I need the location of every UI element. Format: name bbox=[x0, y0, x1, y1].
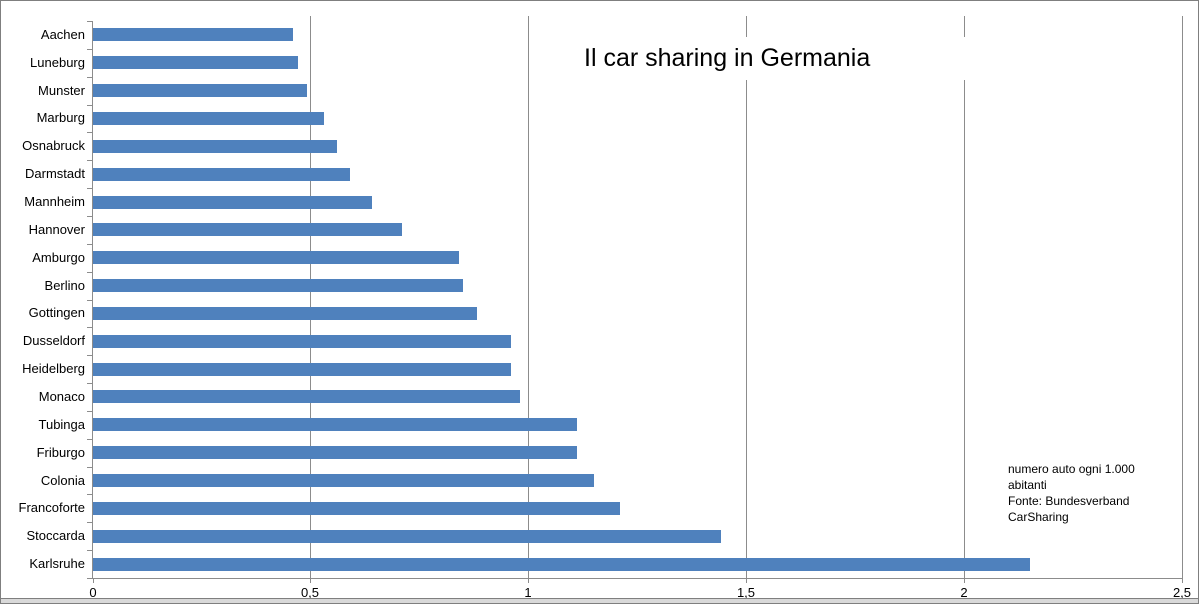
y-axis-tick bbox=[87, 467, 92, 468]
bar bbox=[93, 530, 721, 543]
x-axis-tick bbox=[310, 578, 311, 583]
gridline bbox=[746, 16, 747, 578]
gridline bbox=[964, 16, 965, 578]
bar bbox=[93, 279, 463, 292]
y-axis-tick bbox=[87, 578, 92, 579]
y-axis-tick bbox=[87, 132, 92, 133]
x-tick-label: 2,5 bbox=[1172, 585, 1192, 600]
bar bbox=[93, 474, 594, 487]
bar bbox=[93, 307, 477, 320]
annotation-line: numero auto ogni 1.000 bbox=[1008, 462, 1135, 476]
y-axis-tick bbox=[87, 300, 92, 301]
annotation-line: abitanti bbox=[1008, 478, 1047, 492]
bar bbox=[93, 390, 520, 403]
category-label: Marburg bbox=[36, 110, 85, 125]
y-axis-tick bbox=[87, 244, 92, 245]
category-label: Francoforte bbox=[18, 500, 85, 515]
y-axis-tick bbox=[87, 355, 92, 356]
x-tick-label: 0 bbox=[89, 585, 97, 600]
x-tick-label: 2 bbox=[960, 585, 968, 600]
bar bbox=[93, 28, 293, 41]
x-tick-label: 1 bbox=[524, 585, 532, 600]
category-label: Osnabruck bbox=[22, 138, 85, 153]
bar bbox=[93, 112, 324, 125]
x-axis-tick bbox=[528, 578, 529, 583]
x-axis-tick bbox=[1182, 578, 1183, 583]
gridline bbox=[528, 16, 529, 578]
y-axis-tick bbox=[87, 188, 92, 189]
category-label: Colonia bbox=[40, 473, 85, 488]
y-axis-tick bbox=[87, 216, 92, 217]
category-label: Stoccarda bbox=[26, 528, 85, 543]
y-axis-tick bbox=[87, 21, 92, 22]
y-axis-tick bbox=[87, 411, 92, 412]
y-axis-tick bbox=[87, 272, 92, 273]
y-axis-tick bbox=[87, 105, 92, 106]
bar bbox=[93, 335, 511, 348]
chart-title: Il car sharing in Germania bbox=[563, 37, 1011, 80]
x-axis-line bbox=[92, 578, 1183, 579]
category-label: Gottingen bbox=[28, 305, 85, 320]
y-axis-tick bbox=[87, 522, 92, 523]
category-label: Mannheim bbox=[24, 194, 85, 209]
bar bbox=[93, 223, 402, 236]
y-axis-tick bbox=[87, 494, 92, 495]
gridline bbox=[1182, 16, 1183, 578]
x-tick-label: 1,5 bbox=[736, 585, 756, 600]
y-axis-tick bbox=[87, 550, 92, 551]
bar bbox=[93, 418, 577, 431]
y-axis-tick bbox=[87, 77, 92, 78]
y-axis-tick bbox=[87, 160, 92, 161]
bar bbox=[93, 196, 372, 209]
x-axis-tick bbox=[93, 578, 94, 583]
bottom-border-strip bbox=[1, 598, 1198, 603]
category-label: Dusseldorf bbox=[22, 333, 85, 348]
bar bbox=[93, 140, 337, 153]
category-label: Tubinga bbox=[38, 417, 86, 432]
category-label: Luneburg bbox=[30, 55, 85, 70]
annotation-line: CarSharing bbox=[1008, 510, 1069, 524]
bar bbox=[93, 168, 350, 181]
x-axis-tick bbox=[964, 578, 965, 583]
bar bbox=[93, 251, 459, 264]
category-label: Darmstadt bbox=[25, 166, 85, 181]
bar bbox=[93, 558, 1030, 571]
x-tick-label: 0,5 bbox=[300, 585, 320, 600]
y-axis-tick bbox=[87, 49, 92, 50]
y-axis-tick bbox=[87, 327, 92, 328]
category-label: Heidelberg bbox=[22, 361, 85, 376]
annotation-line: Fonte: Bundesverband bbox=[1008, 494, 1130, 508]
category-label: Amburgo bbox=[32, 250, 85, 265]
gridline bbox=[310, 16, 311, 578]
y-axis-tick bbox=[87, 439, 92, 440]
x-axis-tick bbox=[746, 578, 747, 583]
bar bbox=[93, 502, 620, 515]
annotation-text-box: numero auto ogni 1.000 abitanti Fonte: Bun… bbox=[1008, 461, 1173, 525]
category-label: Hannover bbox=[28, 222, 85, 237]
bar bbox=[93, 56, 298, 69]
bar bbox=[93, 84, 307, 97]
category-label: Aachen bbox=[40, 27, 85, 42]
y-axis-line bbox=[92, 21, 93, 578]
category-label: Monaco bbox=[38, 389, 85, 404]
category-label: Friburgo bbox=[36, 445, 85, 460]
bar bbox=[93, 363, 511, 376]
category-label: Berlino bbox=[44, 278, 85, 293]
category-label: Munster bbox=[38, 83, 85, 98]
category-label: Karlsruhe bbox=[29, 556, 85, 571]
y-axis-tick bbox=[87, 383, 92, 384]
bar bbox=[93, 446, 577, 459]
